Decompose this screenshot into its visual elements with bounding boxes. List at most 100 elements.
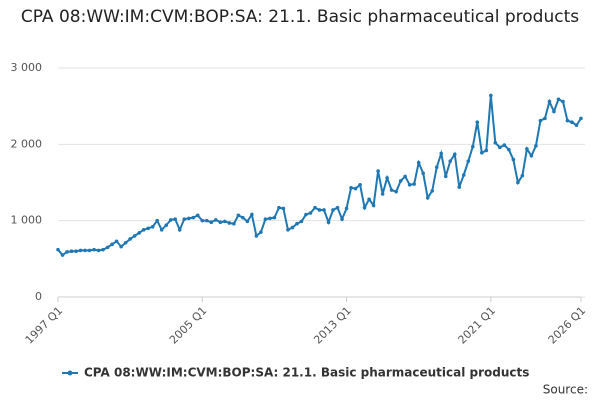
data-point [259,230,263,234]
data-point [209,220,214,224]
data-point [69,249,74,253]
data-point [250,212,254,217]
data-point [412,182,416,186]
data-point [484,148,489,153]
data-point [150,224,155,229]
data-point [214,218,218,222]
data-point [331,208,335,212]
data-point [340,217,344,221]
data-point [277,205,281,210]
data-point [448,159,453,163]
data-point [245,219,250,224]
x-tick-label: 2021 Q1 [456,304,499,347]
data-point [236,213,241,218]
data-point [168,218,173,222]
data-point [191,215,196,220]
data-point [137,231,141,235]
data-point [574,123,579,128]
data-point [489,93,493,98]
data-point [561,99,565,104]
data-point [87,248,92,253]
data-point [164,223,169,228]
data-point [502,143,507,147]
data-point [579,116,583,121]
x-tick-label: 2005 Q1 [167,304,210,347]
data-point [511,157,516,162]
data-point [101,247,105,252]
data-point [232,221,236,226]
data-point [403,174,407,179]
data-point [74,249,78,253]
data-point [326,220,331,224]
data-point [60,253,65,257]
data-point [299,219,304,224]
data-point [480,150,484,155]
data-point [371,203,376,208]
legend-marker [67,370,73,376]
data-point [376,169,380,173]
data-point [159,228,164,232]
data-point [493,141,498,145]
data-point [570,120,574,124]
data-point [272,215,277,220]
data-point [96,248,101,253]
data-point [227,221,232,225]
data-point [416,160,421,165]
data-point [529,153,534,158]
x-tick-label: 2013 Q1 [311,304,354,347]
data-point [385,176,389,180]
data-point [281,206,286,211]
data-point [349,186,353,190]
data-point [223,219,227,224]
data-point [556,97,561,102]
data-point [177,228,182,232]
data-point [268,216,272,221]
data-point [78,248,83,253]
data-point [65,250,69,254]
data-point [452,152,457,157]
chart-title: CPA 08:WW:IM:CVM:BOP:SA: 21.1. Basic pha… [20,7,580,27]
data-point [430,189,435,193]
data-point [128,237,132,241]
data-point [380,192,385,196]
data-point [475,120,480,124]
data-point [335,205,340,210]
data-point [263,217,268,221]
data-point [498,145,502,150]
data-point [421,171,425,176]
data-point [439,151,444,156]
data-point [304,212,308,217]
data-point [56,247,60,252]
data-point [565,118,570,123]
legend-label: CPA 08:WW:IM:CVM:BOP:SA: 21.1. Basic pha… [84,366,529,380]
data-point [317,208,322,212]
data-point [182,217,187,221]
data-point [186,216,191,221]
data-point [254,234,259,238]
data-point [443,174,448,179]
y-tick-label: 0 [35,290,42,303]
data-point [389,188,394,192]
data-point [200,218,205,223]
data-point [466,159,471,163]
series-line [57,95,582,257]
data-point [155,218,159,223]
data-point [83,248,87,253]
data-point [394,189,398,194]
data-point [295,221,299,226]
data-point [241,215,245,220]
data-point [308,211,313,215]
data-point [123,241,128,245]
data-point [507,147,511,152]
data-point [407,182,412,187]
data-point [92,247,96,252]
data-point [470,144,475,149]
data-point [110,242,114,247]
data-point [534,144,538,148]
data-point [195,213,200,218]
data-point [141,228,146,232]
data-point [538,118,543,123]
data-point [119,244,123,249]
